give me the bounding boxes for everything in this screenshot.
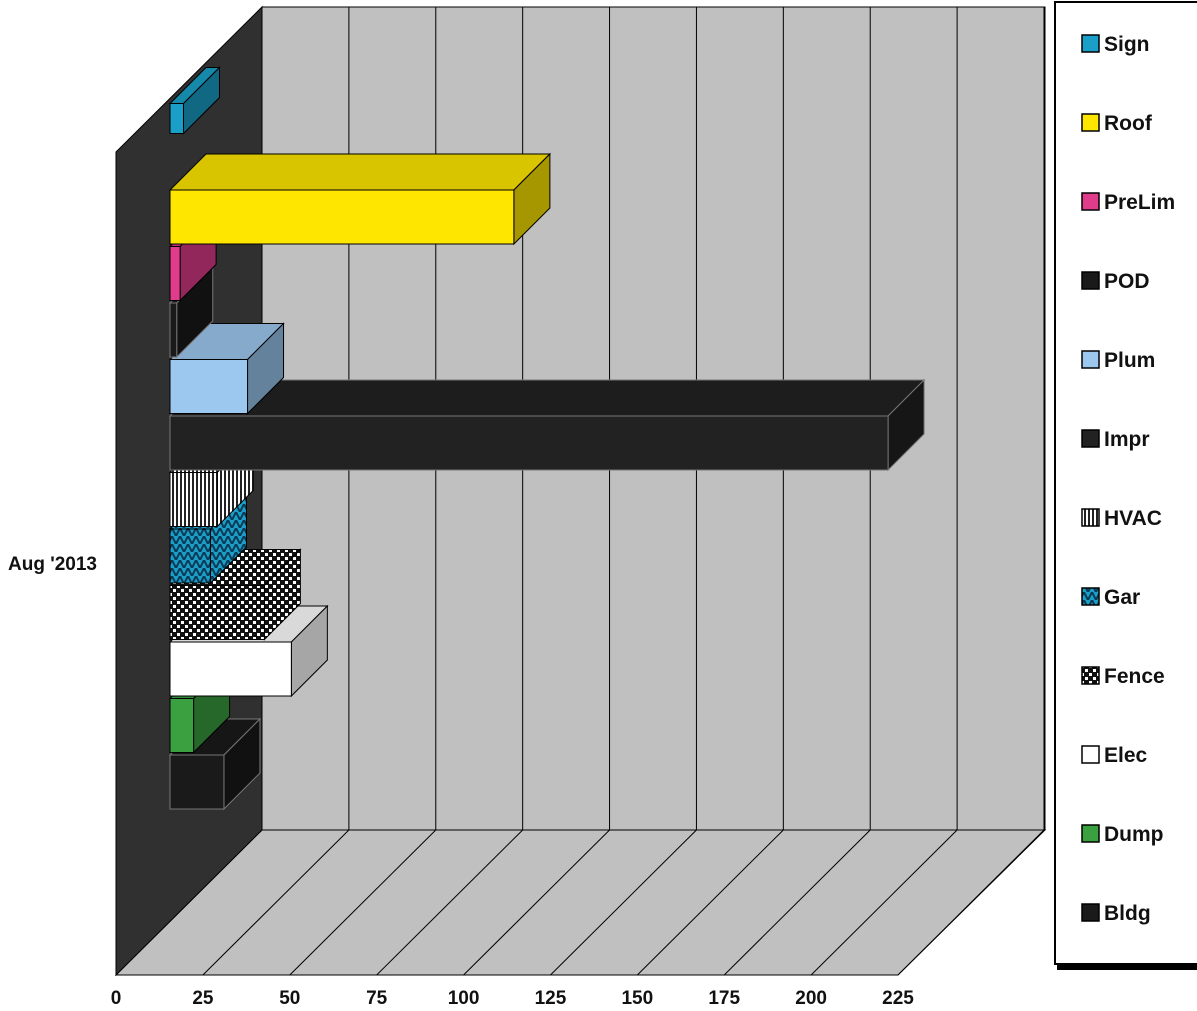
legend: Sign Roof PreLim POD Plum Impr HVAC Gar Fence Ele…	[1054, 1, 1197, 970]
legend-label: PreLim	[1104, 191, 1175, 214]
legend-item-gar: Gar	[1081, 586, 1140, 609]
legend-label: Dump	[1104, 823, 1164, 846]
x-tick-label: 200	[795, 988, 827, 1009]
legend-label: HVAC	[1104, 507, 1162, 530]
legend-label: Impr	[1104, 428, 1150, 451]
legend-item-plum: Plum	[1081, 349, 1155, 372]
legend-swatch	[1081, 903, 1100, 922]
legend-item-sign: Sign	[1081, 33, 1150, 56]
bar-sign	[168, 66, 221, 135]
legend-swatch	[1081, 192, 1100, 211]
x-tick-labels: 0 25 50 75 100 125 150 175 200 225	[111, 988, 915, 1009]
legend-label: Fence	[1104, 665, 1165, 688]
legend-swatch	[1081, 271, 1100, 290]
x-tick-label: 150	[621, 988, 653, 1009]
legend-swatch	[1081, 508, 1100, 527]
floor-gridline	[723, 829, 871, 976]
legend-item-elec: Elec	[1081, 744, 1148, 767]
bar-roof	[168, 152, 552, 246]
floor	[114, 829, 1047, 976]
legend-label: Plum	[1104, 349, 1155, 372]
x-tick-label: 175	[708, 988, 740, 1009]
legend-swatch	[1081, 824, 1100, 843]
legend-label: Elec	[1104, 744, 1148, 767]
floor-gridline	[636, 829, 784, 976]
legend-swatch	[1081, 587, 1100, 606]
bars	[168, 66, 926, 811]
x-tick-label: 225	[882, 988, 914, 1009]
x-tick-label: 25	[192, 988, 214, 1009]
legend-swatch	[1081, 113, 1100, 132]
legend-item-prelim: PreLim	[1081, 191, 1175, 214]
floor-gridline	[202, 829, 350, 976]
x-tick-label: 50	[279, 988, 300, 1009]
legend-item-bldg: Bldg	[1081, 902, 1151, 925]
bar-impr	[168, 378, 926, 472]
legend-label: Sign	[1104, 33, 1150, 56]
legend-item-pod: POD	[1081, 270, 1150, 293]
legend-item-fence: Fence	[1081, 665, 1165, 688]
legend-label: Bldg	[1104, 902, 1151, 925]
legend-swatch	[1081, 666, 1100, 685]
floor-gridline	[376, 829, 524, 976]
legend-label: Roof	[1104, 112, 1153, 135]
legend-swatch	[1081, 34, 1100, 53]
x-tick-label: 100	[448, 988, 480, 1009]
legend-item-impr: Impr	[1081, 428, 1150, 451]
legend-label: Gar	[1104, 586, 1140, 609]
category-label: Aug '2013	[8, 554, 97, 575]
legend-swatch	[1081, 429, 1100, 448]
floor-gridline	[289, 829, 437, 976]
x-tick-label: 125	[535, 988, 567, 1009]
x-tick-label: 75	[366, 988, 388, 1009]
floor-gridline	[810, 829, 958, 976]
legend-item-dump: Dump	[1081, 823, 1164, 846]
floor-gridline	[550, 829, 697, 976]
floor-gridline	[463, 829, 610, 976]
legend-item-hvac: HVAC	[1081, 507, 1162, 530]
legend-swatch	[1081, 745, 1100, 764]
legend-item-roof: Roof	[1081, 112, 1153, 135]
x-tick-label: 0	[111, 988, 122, 1009]
floor-gridline	[897, 829, 1045, 976]
legend-swatch	[1081, 350, 1100, 369]
legend-label: POD	[1104, 270, 1150, 293]
